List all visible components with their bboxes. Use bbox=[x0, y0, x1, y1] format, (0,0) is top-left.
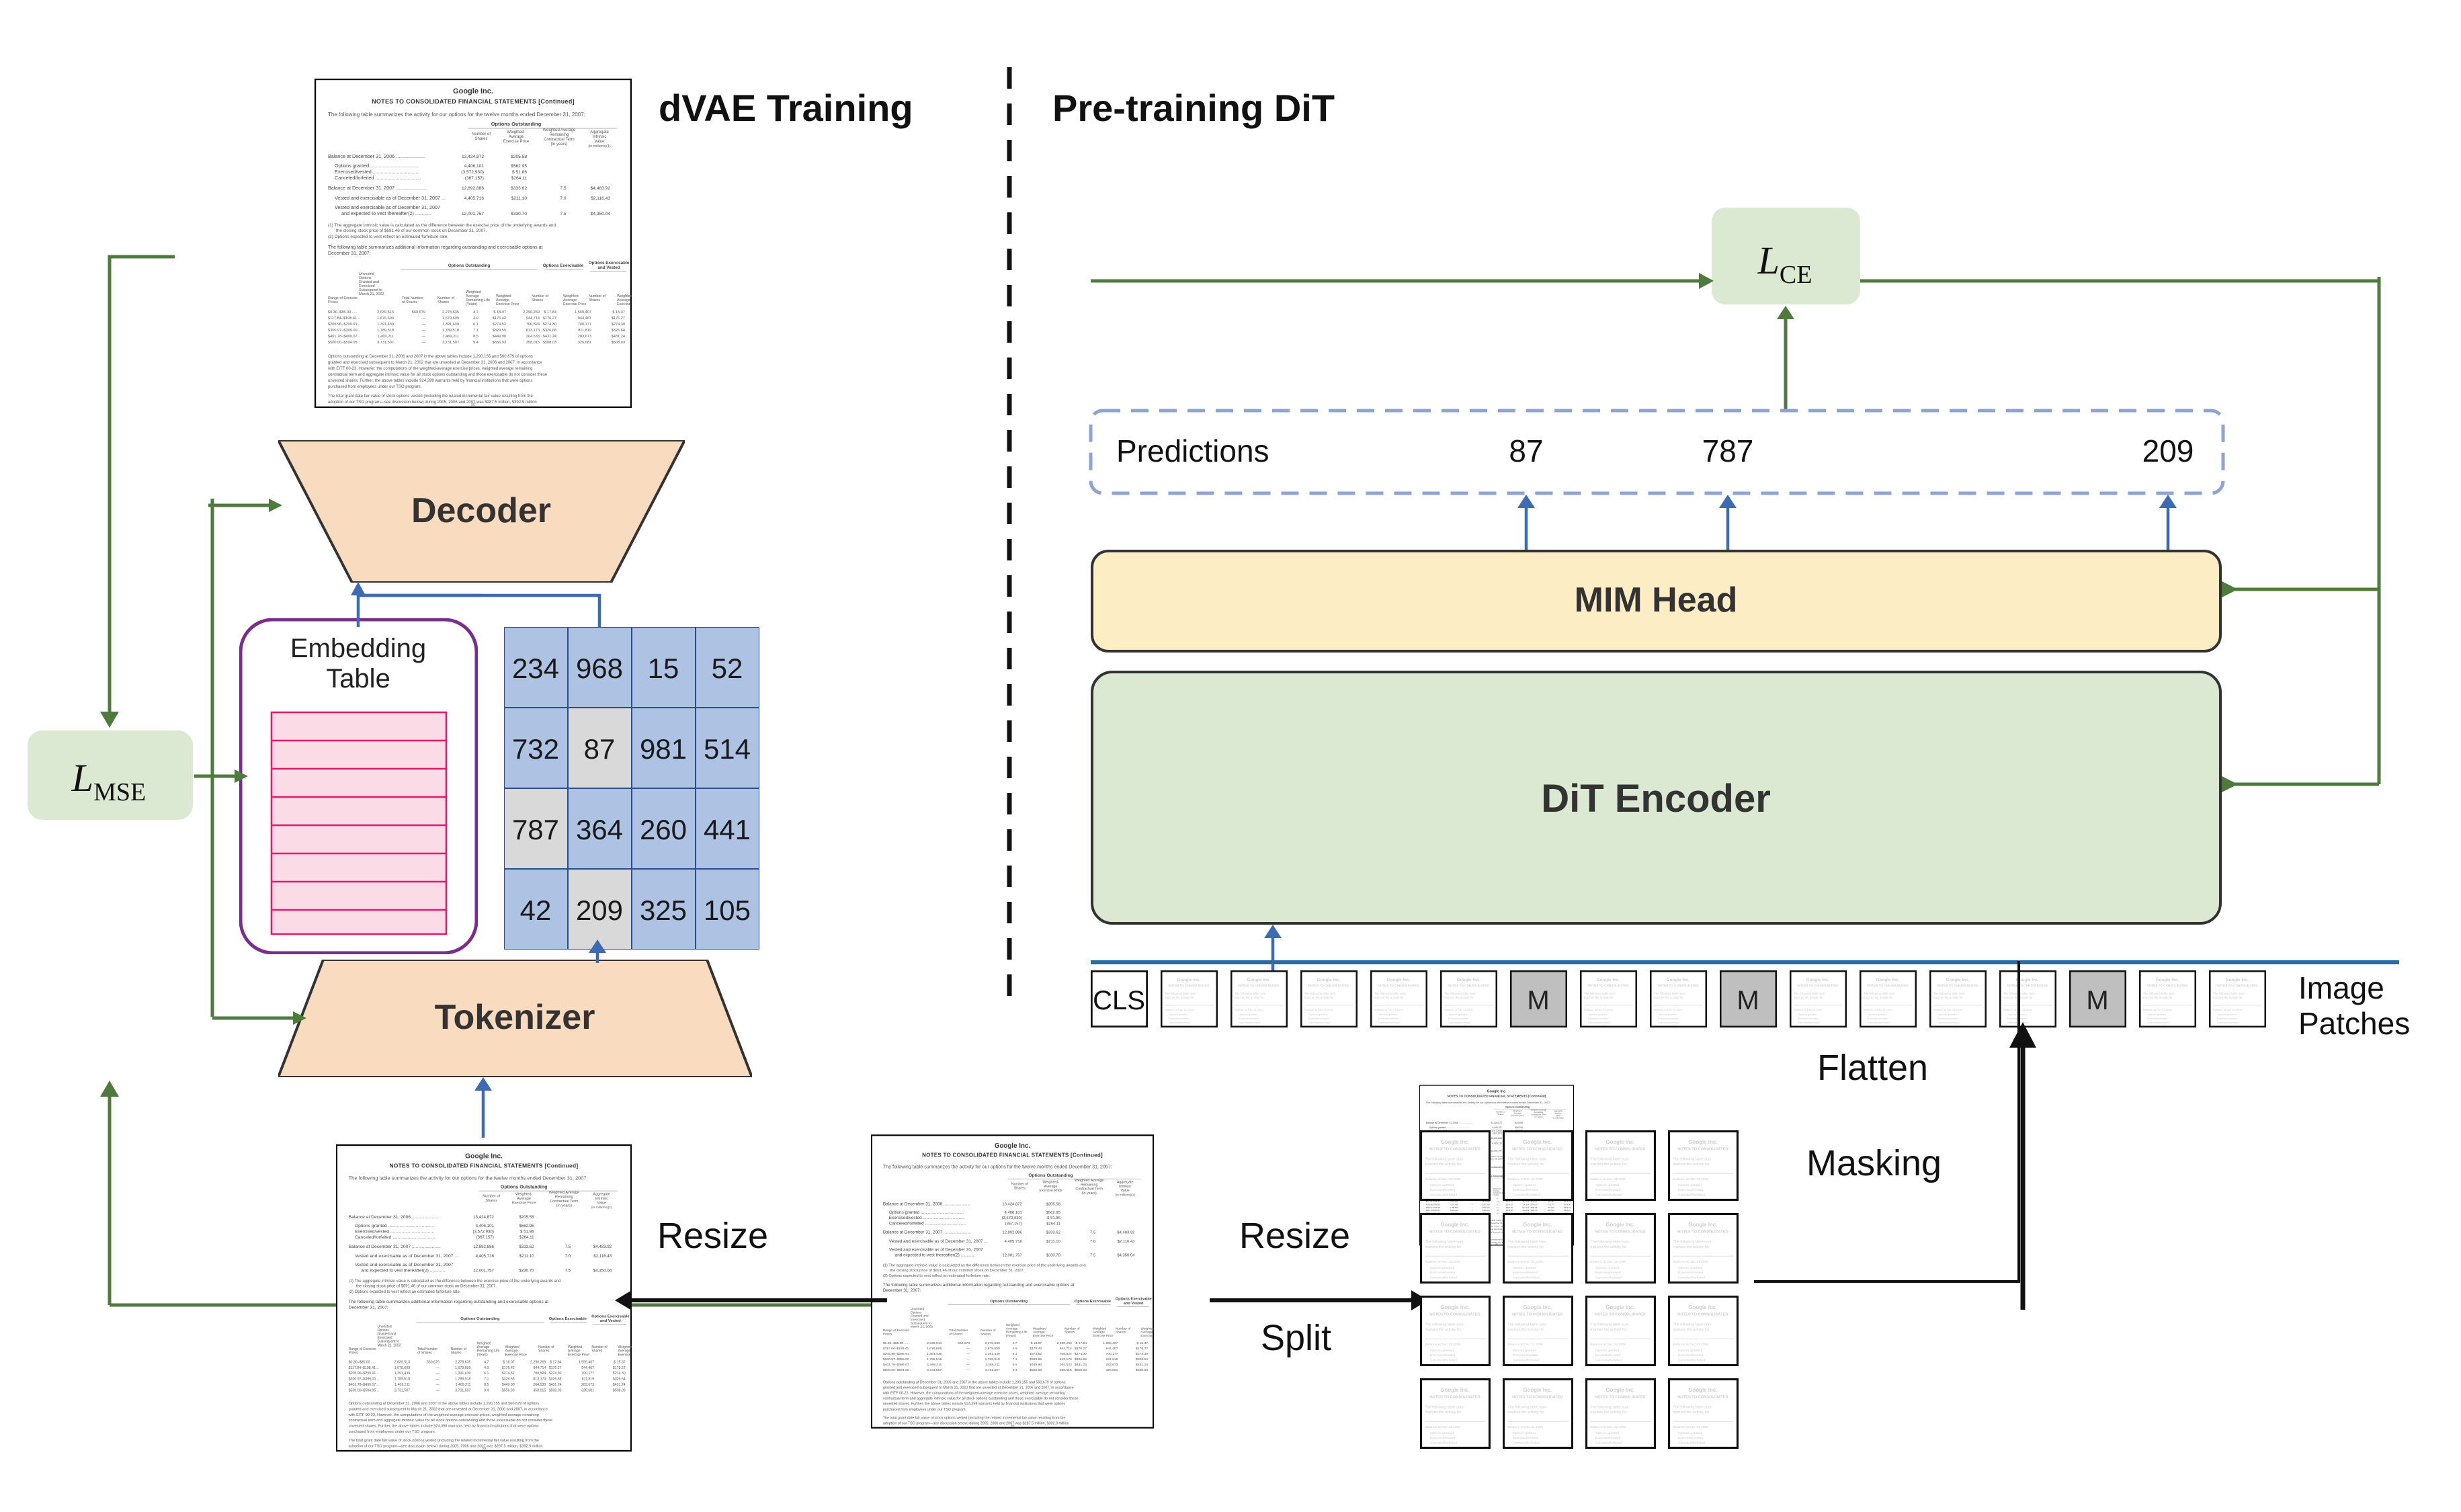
svg-text:Tokenizer: Tokenizer bbox=[435, 998, 595, 1037]
svg-text:514: 514 bbox=[704, 733, 751, 765]
svg-text:209: 209 bbox=[2142, 433, 2194, 468]
svg-text:Decoder: Decoder bbox=[411, 491, 551, 530]
svg-text:15: 15 bbox=[648, 653, 679, 684]
svg-text:87: 87 bbox=[584, 733, 616, 765]
svg-text:981: 981 bbox=[640, 733, 687, 765]
svg-text:Predictions: Predictions bbox=[1116, 433, 1269, 468]
svg-text:87: 87 bbox=[1509, 433, 1543, 468]
svg-text:M: M bbox=[2086, 986, 2108, 1015]
svg-text:Embedding: Embedding bbox=[290, 634, 426, 663]
svg-text:MIM Head: MIM Head bbox=[1575, 581, 1738, 620]
svg-text:787: 787 bbox=[1702, 433, 1754, 468]
svg-text:DiT Encoder: DiT Encoder bbox=[1541, 777, 1771, 821]
svg-text:Table: Table bbox=[326, 664, 390, 694]
svg-text:234: 234 bbox=[512, 653, 559, 684]
svg-text:968: 968 bbox=[576, 653, 623, 684]
svg-text:M: M bbox=[1527, 986, 1549, 1015]
svg-text:52: 52 bbox=[712, 653, 743, 684]
svg-text:CLS: CLS bbox=[1093, 986, 1145, 1015]
svg-text:732: 732 bbox=[512, 733, 559, 765]
